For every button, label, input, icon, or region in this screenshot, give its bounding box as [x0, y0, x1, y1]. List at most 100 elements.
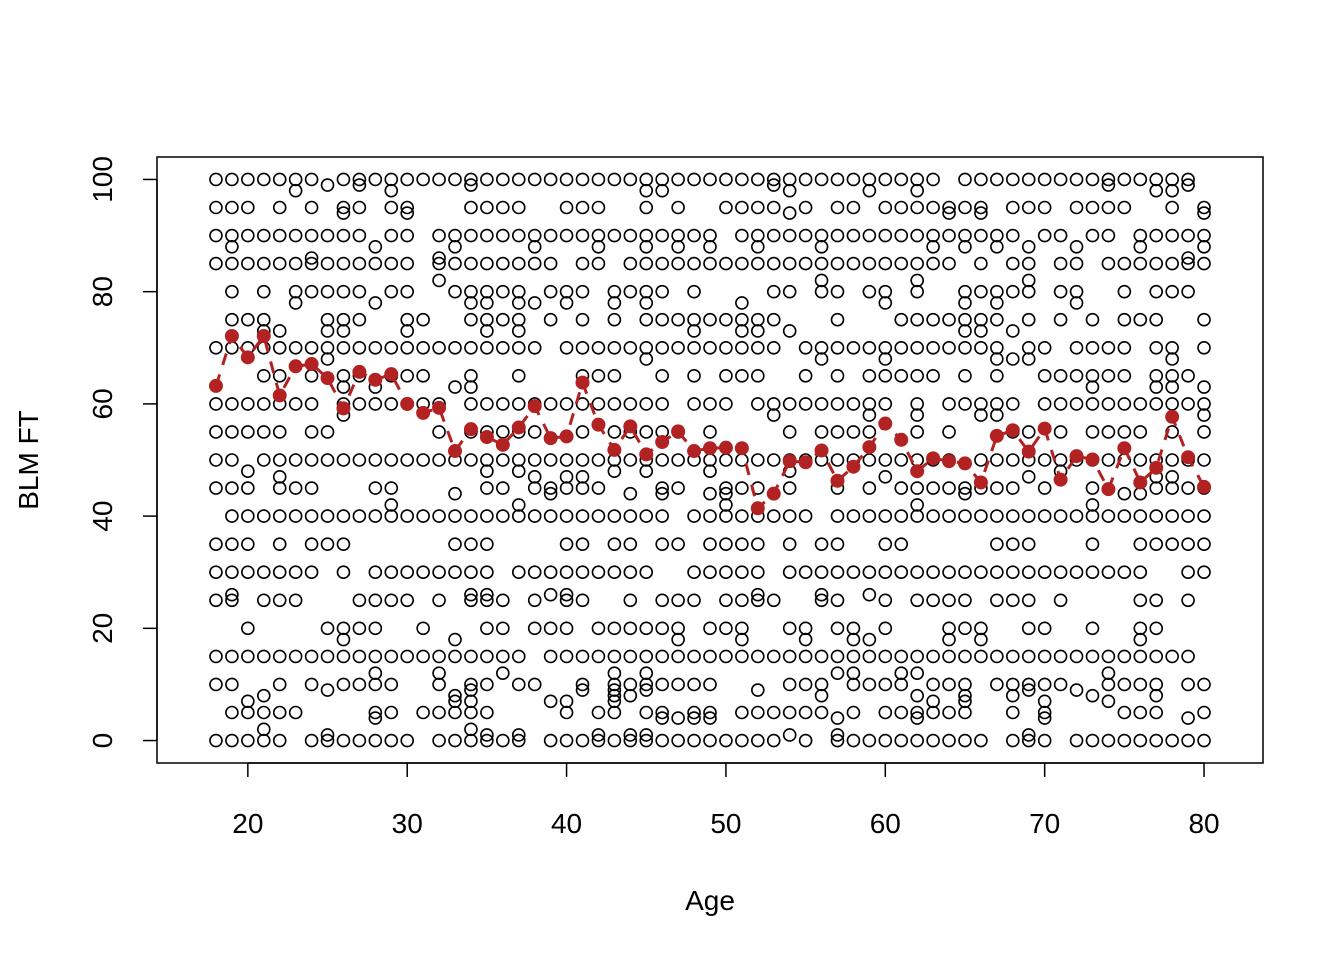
mean-point — [416, 405, 431, 420]
scatter-point — [782, 481, 797, 495]
scatter-point — [1165, 397, 1179, 411]
scatter-point — [225, 425, 239, 439]
scatter-point — [464, 694, 478, 709]
scatter-point — [607, 397, 622, 411]
scatter-point — [958, 312, 972, 327]
mean-point — [1181, 450, 1196, 465]
scatter-point — [511, 453, 526, 467]
scatter-point — [368, 453, 383, 467]
scatter-point — [1085, 688, 1100, 703]
scatter-point — [655, 284, 669, 299]
scatter-point — [1181, 397, 1195, 411]
scatter-point — [496, 481, 510, 495]
scatter-point — [798, 677, 813, 692]
scatter-point — [1149, 256, 1164, 271]
x-tick-label: 50 — [710, 808, 741, 839]
scatter-point — [655, 486, 669, 501]
scatter-point — [782, 172, 797, 187]
scatter-point — [798, 632, 813, 647]
scatter-point — [926, 172, 940, 187]
scatter-point — [894, 705, 909, 720]
scatter-point — [448, 380, 462, 394]
scatter-point — [1197, 200, 1211, 215]
scatter-point — [432, 509, 446, 523]
scatter-point — [814, 425, 829, 439]
scatter-point — [1165, 284, 1179, 299]
scatter-point — [687, 369, 701, 383]
scatter-point — [496, 312, 510, 327]
scatter-point — [926, 649, 940, 664]
mean-point — [448, 444, 463, 459]
scatter-point — [352, 172, 367, 187]
scatter-point — [623, 733, 638, 748]
scatter-point — [1133, 425, 1148, 439]
mean-point — [846, 459, 861, 474]
scatter-point — [1133, 565, 1148, 580]
scatter-point — [448, 649, 462, 664]
scatter-point — [400, 369, 415, 383]
scatter-point — [846, 621, 861, 636]
scatter-point — [846, 677, 861, 692]
scatter-point — [336, 340, 351, 355]
scatter-point — [241, 537, 255, 551]
scatter-point — [384, 172, 399, 187]
scatter-point — [416, 340, 430, 355]
scatter-point — [926, 256, 940, 271]
scatter-point — [878, 369, 893, 383]
scatter-point — [846, 565, 861, 580]
scatter-point — [623, 509, 638, 523]
scatter-point — [1117, 369, 1132, 383]
scatter-point — [639, 509, 654, 523]
scatter-point — [830, 621, 845, 636]
scatter-point — [1149, 172, 1164, 187]
scatter-point — [766, 284, 781, 299]
scatter-point — [1165, 470, 1179, 484]
scatter-point — [272, 470, 287, 484]
scatter-point — [432, 425, 446, 439]
scatter-point — [958, 481, 972, 495]
scatter-point — [1021, 239, 1036, 254]
scatter-point — [288, 256, 303, 271]
scatter-point — [766, 593, 781, 608]
scatter-point — [336, 380, 351, 394]
scatter-point — [926, 481, 940, 495]
scatter-point — [862, 183, 877, 198]
scatter-point — [543, 509, 558, 523]
scatter-point — [480, 677, 494, 692]
scatter-point — [751, 397, 765, 411]
scatter-point — [591, 481, 606, 495]
scatter-point — [751, 565, 765, 580]
scatter-point — [958, 228, 972, 243]
scatter-point — [272, 256, 287, 271]
scatter-point — [1053, 593, 1068, 608]
scatter-point — [735, 256, 749, 271]
scatter-point — [751, 324, 765, 338]
scatter-point — [320, 340, 335, 355]
scatter-point — [352, 733, 367, 748]
scatter-point — [575, 470, 590, 484]
scatter-point — [352, 621, 367, 636]
scatter-point — [543, 172, 558, 187]
scatter-point — [766, 649, 781, 664]
scatter-point — [974, 621, 988, 636]
scatter-point — [1037, 200, 1052, 215]
scatter-point — [272, 733, 287, 748]
scatter-point — [368, 621, 383, 636]
scatter-point — [623, 397, 638, 411]
scatter-point — [830, 397, 845, 411]
scatter-point — [384, 183, 399, 198]
scatter-point — [304, 284, 319, 299]
scatter-point — [830, 453, 845, 467]
scatter-point — [464, 200, 478, 215]
scatter-point — [1021, 284, 1036, 299]
scatter-point — [958, 369, 972, 383]
scatter-point — [1085, 200, 1100, 215]
scatter-point — [480, 587, 494, 602]
scatter-point — [639, 683, 654, 697]
scatter-point — [639, 340, 654, 355]
mean-point — [703, 441, 717, 456]
scatter-point — [719, 200, 733, 215]
scatter-point — [1165, 481, 1179, 495]
scatter-point — [480, 621, 494, 636]
scatter-point — [384, 705, 399, 720]
